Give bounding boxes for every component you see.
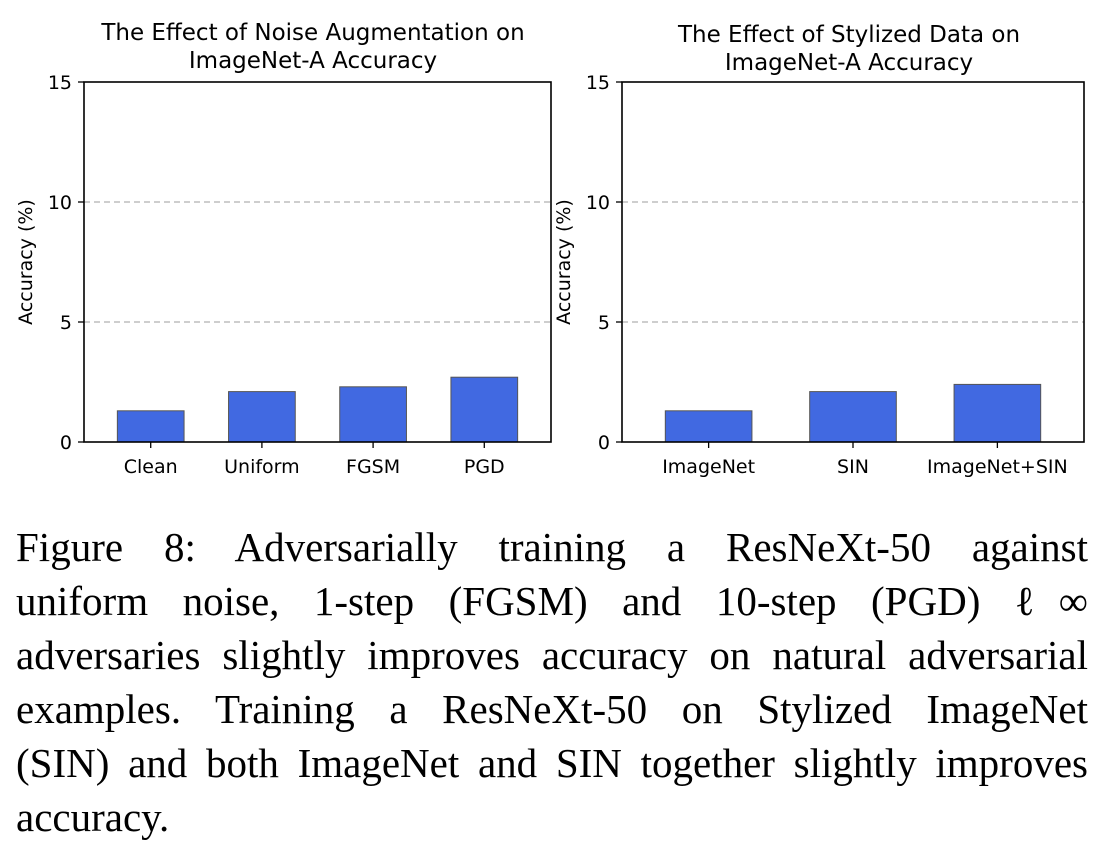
bar-fgsm bbox=[339, 386, 407, 443]
y-tick-label: 0 bbox=[60, 432, 72, 454]
y-tick-label: 10 bbox=[586, 192, 610, 214]
bar-pgd bbox=[450, 376, 519, 443]
caption-line-5: (SIN) and both ImageNet and SIN together… bbox=[16, 740, 1088, 786]
bar-clean bbox=[116, 410, 185, 443]
bar-imagenet bbox=[664, 410, 753, 443]
figure-caption: Figure 8: Adversarially training a ResNe… bbox=[16, 520, 1088, 844]
bar-uniform bbox=[228, 391, 296, 443]
chart-1: The Effect of Noise Augmentation onImage… bbox=[15, 20, 552, 478]
y-axis-label: Accuracy (%) bbox=[15, 199, 37, 325]
bar-imagenet-sin bbox=[953, 383, 1042, 443]
x-tick-label: ImageNet+SIN bbox=[927, 456, 1068, 478]
chart-title-line-2: ImageNet-A Accuracy bbox=[189, 48, 437, 74]
y-tick-label: 10 bbox=[48, 192, 72, 214]
x-tick-label: Clean bbox=[124, 456, 178, 478]
caption-line-6: accuracy. bbox=[16, 794, 170, 840]
caption-line-1: Figure 8: Adversarially training a ResNe… bbox=[16, 524, 1088, 570]
y-tick-label: 5 bbox=[598, 312, 610, 334]
y-tick-label: 5 bbox=[60, 312, 72, 334]
y-tick-label: 15 bbox=[48, 72, 72, 94]
chart-title-line-1: The Effect of Noise Augmentation on bbox=[100, 20, 524, 46]
y-axis-label: Accuracy (%) bbox=[553, 199, 575, 325]
x-tick-label: ImageNet bbox=[662, 456, 755, 478]
x-tick-label: PGD bbox=[464, 456, 505, 478]
caption-line-4: examples. Training a ResNeXt-50 on Styli… bbox=[16, 686, 1088, 732]
bar-sin bbox=[809, 391, 897, 443]
plot-frame bbox=[621, 81, 1085, 443]
y-tick-label: 0 bbox=[598, 432, 610, 454]
y-tick-label: 15 bbox=[586, 72, 610, 94]
chart-2: The Effect of Stylized Data onImageNet-A… bbox=[553, 22, 1085, 478]
x-tick-label: FGSM bbox=[346, 456, 400, 478]
caption-line-3: adversaries slightly improves accuracy o… bbox=[16, 632, 1088, 678]
chart-title-line-1: The Effect of Stylized Data on bbox=[677, 22, 1020, 48]
chart-title-line-2: ImageNet-A Accuracy bbox=[725, 50, 973, 76]
x-tick-label: Uniform bbox=[224, 456, 300, 478]
plot-frame bbox=[83, 81, 552, 443]
caption-line-2: uniform noise, 1-step (FGSM) and 10-step… bbox=[16, 578, 1088, 624]
x-tick-label: SIN bbox=[837, 456, 869, 478]
figure-charts: The Effect of Noise Augmentation onImage… bbox=[15, 20, 1085, 478]
